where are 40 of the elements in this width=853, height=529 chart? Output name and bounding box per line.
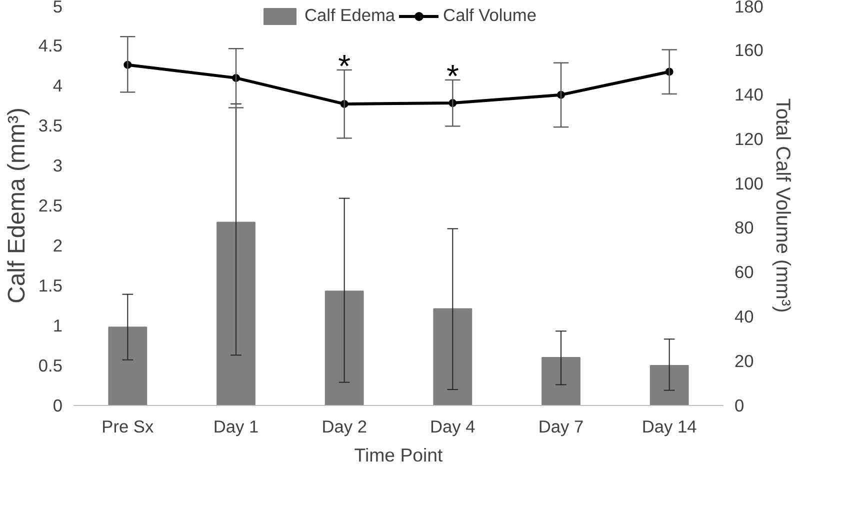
y2-tick-label: 140 xyxy=(734,84,764,104)
bar xyxy=(542,357,580,406)
bar xyxy=(324,290,364,406)
x-tick-label: Day 2 xyxy=(322,416,367,436)
y-tick-label: 2.5 xyxy=(38,196,63,216)
y2-tick-label: 60 xyxy=(734,262,754,282)
y-tick-label: 4.5 xyxy=(38,36,63,56)
y-tick-label: 0 xyxy=(52,396,63,416)
y2-tick-label: 80 xyxy=(734,218,754,238)
y2-tick-label: 180 xyxy=(734,0,764,16)
y2-tick-label: 120 xyxy=(734,128,764,149)
bar xyxy=(433,308,472,406)
y-tick-label: 3 xyxy=(52,156,63,176)
y-tick-label: 1.5 xyxy=(38,276,63,296)
bar xyxy=(108,326,148,406)
y-tick-label: 5 xyxy=(52,0,63,16)
annotation: * xyxy=(338,48,351,84)
x-tick-label: Day 4 xyxy=(430,416,476,436)
y-tick-label: 4 xyxy=(52,76,63,96)
x-tick-label: Day 1 xyxy=(213,416,259,436)
bar xyxy=(650,365,689,406)
x-axis-title: Time Point xyxy=(354,444,444,466)
x-tick-label: Day 7 xyxy=(538,416,584,436)
y2-tick-label: 20 xyxy=(734,351,754,372)
bar xyxy=(216,222,256,406)
y2-tick-label: 100 xyxy=(734,173,764,194)
y-tick-label: 0.5 xyxy=(38,356,63,376)
y2-tick-label: 40 xyxy=(734,306,754,327)
y2-axis-title: Total Calf Volume (mm³) xyxy=(771,98,794,313)
y-tick-label: 1 xyxy=(52,316,63,336)
y-tick-label: 3.5 xyxy=(38,116,63,136)
x-tick-label: Pre Sx xyxy=(102,416,154,436)
y2-tick-label: 160 xyxy=(734,40,764,60)
y2-tick-label: 0 xyxy=(734,396,744,416)
y-axis-title: Calf Edema (mm³) xyxy=(3,107,30,304)
x-tick-label: Day 14 xyxy=(642,416,698,436)
annotation: * xyxy=(446,58,459,94)
legend-label: Calf Volume xyxy=(443,5,536,26)
legend-label: Calf Edema xyxy=(304,5,396,26)
y-tick-label: 2 xyxy=(52,236,63,256)
